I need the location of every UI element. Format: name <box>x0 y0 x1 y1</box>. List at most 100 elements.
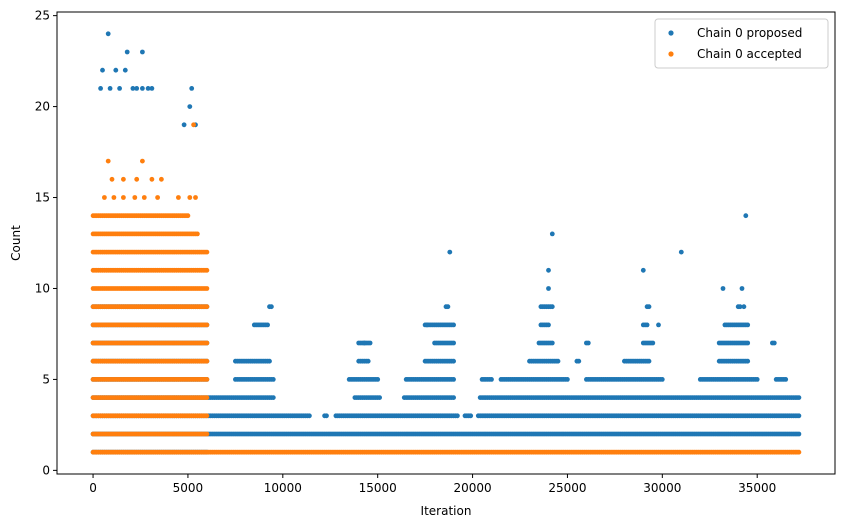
data-point <box>324 413 329 419</box>
data-point <box>204 267 210 273</box>
x-tick-label: 25000 <box>548 481 586 495</box>
x-tick-label: 30000 <box>643 481 681 495</box>
data-point <box>451 377 456 382</box>
data-point <box>585 340 591 346</box>
legend-label: Chain 0 accepted <box>697 47 802 61</box>
data-point <box>105 158 111 164</box>
data-point <box>204 431 210 437</box>
data-point <box>424 322 430 328</box>
data-point <box>189 86 195 91</box>
data-point <box>451 322 456 328</box>
data-point <box>367 340 373 346</box>
data-point <box>468 413 474 419</box>
series-accepted <box>90 122 802 455</box>
legend-marker <box>668 51 674 57</box>
data-point <box>646 304 652 310</box>
data-point <box>121 195 126 200</box>
x-tick-label: 10000 <box>264 481 302 495</box>
data-point <box>102 195 107 200</box>
data-point <box>193 195 198 200</box>
data-point <box>362 340 367 346</box>
series-layer <box>90 31 802 455</box>
y-tick-label: 0 <box>42 463 50 477</box>
data-point <box>377 395 382 400</box>
data-point <box>159 176 164 182</box>
data-point <box>546 286 551 291</box>
data-point <box>204 413 210 419</box>
data-point <box>640 267 646 273</box>
data-point <box>565 377 570 382</box>
data-point <box>796 449 802 455</box>
data-point <box>549 304 555 310</box>
data-point <box>187 104 193 109</box>
data-point <box>187 195 193 200</box>
x-tick-label: 5000 <box>173 481 204 495</box>
data-point <box>141 195 147 200</box>
legend-marker <box>668 30 674 36</box>
data-point <box>489 377 494 382</box>
data-point <box>720 286 726 291</box>
data-point <box>546 322 551 328</box>
data-point <box>204 322 210 328</box>
data-point <box>451 395 456 400</box>
data-point <box>743 213 749 219</box>
data-point <box>741 304 747 310</box>
data-point <box>650 340 656 346</box>
data-point <box>270 395 276 400</box>
data-point <box>307 413 312 419</box>
y-tick-label: 25 <box>35 9 50 23</box>
data-point <box>132 195 138 200</box>
data-point <box>646 358 652 364</box>
data-point <box>451 358 456 364</box>
legend-label: Chain 0 proposed <box>697 26 802 40</box>
data-point <box>145 86 151 91</box>
y-axis: 0 5 10 15 20 25 <box>35 9 57 477</box>
data-point <box>739 286 745 291</box>
data-point <box>204 395 210 400</box>
data-point <box>140 86 145 91</box>
data-point <box>267 358 272 364</box>
data-point <box>451 340 456 346</box>
y-tick-label: 20 <box>35 100 50 114</box>
data-point <box>754 377 760 382</box>
x-tick-label: 20000 <box>453 481 491 495</box>
data-point <box>447 249 453 255</box>
data-point <box>365 358 371 364</box>
data-point <box>140 49 145 55</box>
data-point <box>195 231 200 237</box>
data-point <box>176 195 181 200</box>
data-point <box>678 249 684 255</box>
data-point <box>140 158 145 164</box>
data-point <box>98 86 103 91</box>
data-point <box>783 377 789 382</box>
x-axis: 0 5000 10000 15000 20000 25000 30000 35000 <box>89 474 776 495</box>
data-point <box>265 322 270 328</box>
data-point <box>109 176 115 182</box>
data-point <box>113 67 119 73</box>
data-point <box>375 377 381 382</box>
y-tick-label: 15 <box>35 191 50 205</box>
data-point <box>105 31 111 37</box>
data-point <box>555 358 561 364</box>
data-point <box>204 377 210 382</box>
x-tick-label: 0 <box>89 481 97 495</box>
data-point <box>737 304 743 310</box>
data-point <box>771 340 777 346</box>
data-point <box>549 231 555 237</box>
data-point <box>204 286 210 291</box>
data-point <box>659 377 665 382</box>
x-tick-label: 15000 <box>359 481 397 495</box>
data-point <box>656 322 661 328</box>
data-point <box>796 395 802 400</box>
data-point <box>576 358 582 364</box>
data-point <box>111 195 117 200</box>
data-point <box>745 322 751 328</box>
data-point <box>204 358 210 364</box>
data-point <box>100 67 105 73</box>
y-tick-label: 10 <box>35 281 50 295</box>
data-point <box>121 176 126 182</box>
x-axis-title: Iteration <box>421 504 472 518</box>
data-point <box>204 304 210 310</box>
data-point <box>745 358 751 364</box>
data-point <box>117 86 122 91</box>
